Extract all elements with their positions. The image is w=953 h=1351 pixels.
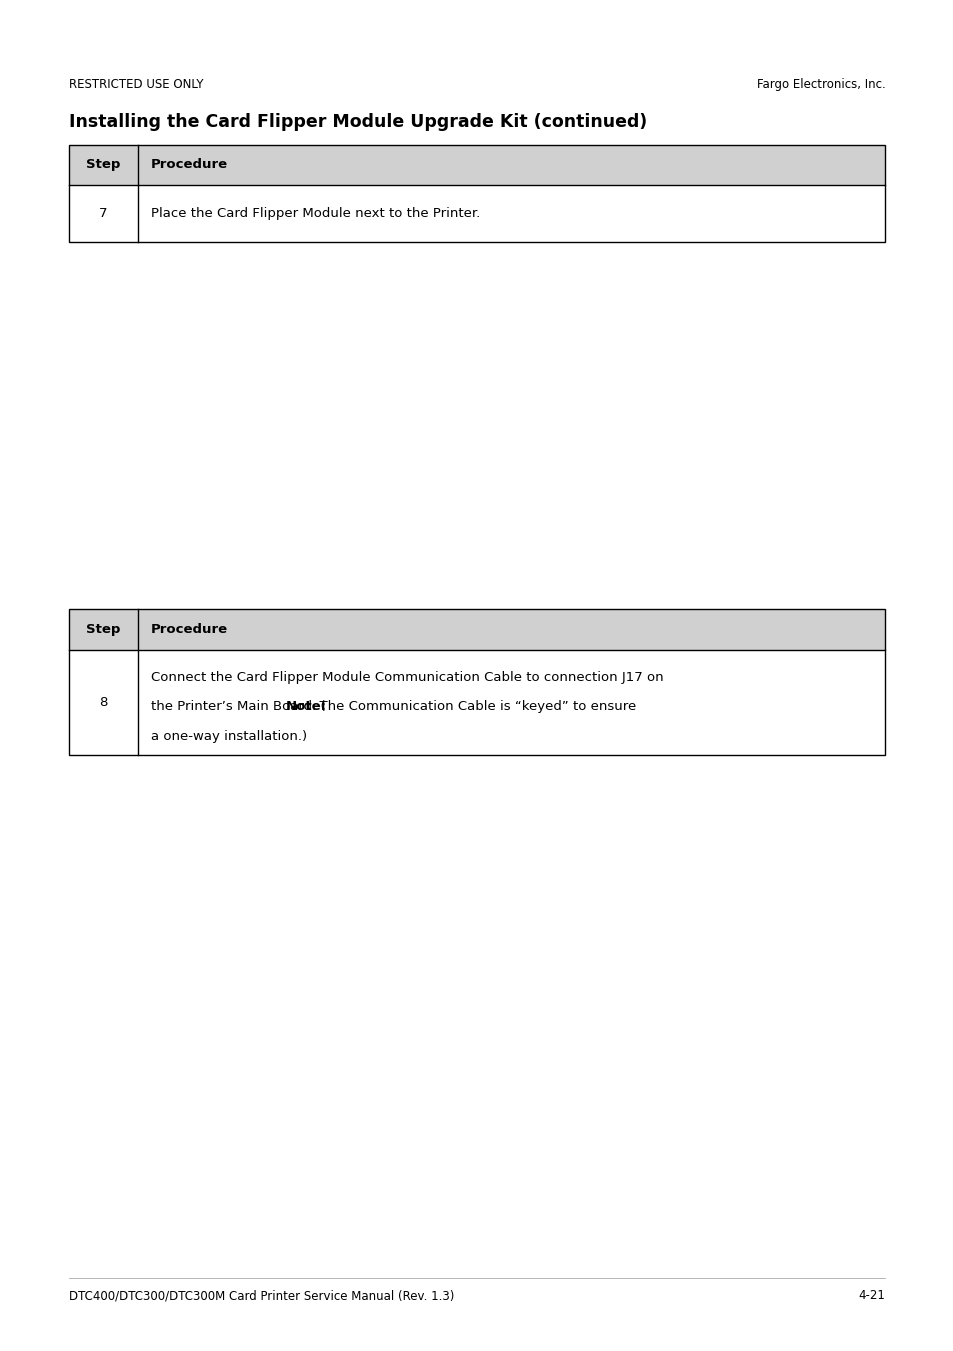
Bar: [69, 609, 884, 755]
Text: 7: 7: [99, 207, 108, 220]
Text: the Printer’s Main Board. (: the Printer’s Main Board. (: [151, 701, 325, 713]
Text: Installing the Card Flipper Module Upgrade Kit (continued): Installing the Card Flipper Module Upgra…: [69, 113, 646, 131]
Bar: [69, 609, 884, 650]
Text: 4-21: 4-21: [858, 1289, 884, 1302]
Text: Step: Step: [86, 158, 120, 172]
Text: RESTRICTED USE ONLY: RESTRICTED USE ONLY: [69, 78, 203, 92]
Text: Place the Card Flipper Module next to the Printer.: Place the Card Flipper Module next to th…: [151, 207, 479, 220]
Text: Fargo Electronics, Inc.: Fargo Electronics, Inc.: [756, 78, 884, 92]
Text: Procedure: Procedure: [151, 623, 228, 636]
Bar: [69, 145, 884, 242]
Text: DTC400/DTC300/DTC300M Card Printer Service Manual (Rev. 1.3): DTC400/DTC300/DTC300M Card Printer Servi…: [69, 1289, 454, 1302]
Text: a one-way installation.): a one-way installation.): [151, 730, 306, 743]
Text: Connect the Card Flipper Module Communication Cable to connection J17 on: Connect the Card Flipper Module Communic…: [151, 671, 662, 685]
Text: Procedure: Procedure: [151, 158, 228, 172]
Text: 8: 8: [99, 696, 108, 709]
Bar: [69, 780, 884, 1090]
Text: Note:: Note:: [286, 701, 326, 713]
Text: Step: Step: [86, 623, 120, 636]
Text: The Communication Cable is “keyed” to ensure: The Communication Cable is “keyed” to en…: [311, 701, 636, 713]
Bar: [69, 145, 884, 185]
Bar: [69, 266, 884, 585]
